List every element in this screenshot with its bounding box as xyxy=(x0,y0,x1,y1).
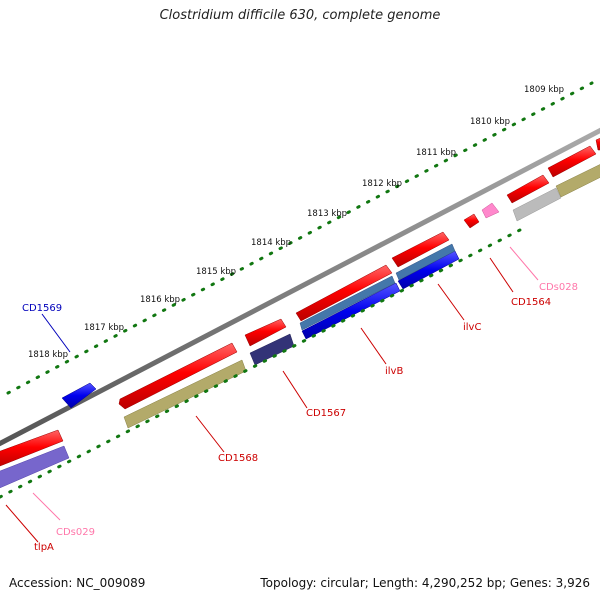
genome-summary-text: Topology: circular; Length: 4,290,252 bp… xyxy=(260,576,590,590)
track-cd1564-grey xyxy=(512,187,562,222)
tick-label-1811: 1811 kbp xyxy=(416,148,456,158)
feature-tlpa-arrow[interactable] xyxy=(0,429,64,468)
tick-label-1815: 1815 kbp xyxy=(196,267,236,277)
map-title: Clostridium difficile 630, complete geno… xyxy=(159,8,441,23)
label-ilvc[interactable]: ilvC xyxy=(463,322,481,333)
feature-cds028-arrow[interactable] xyxy=(481,202,500,219)
feature-cd1567-arrow[interactable] xyxy=(244,318,287,347)
label-cd1569[interactable]: CD1569 xyxy=(22,303,62,314)
feature-cd1568-arrow[interactable] xyxy=(118,342,238,410)
leader-ilvb xyxy=(360,327,387,365)
feature-cd1562-arrow[interactable] xyxy=(595,136,600,151)
label-cds029[interactable]: CDs029 xyxy=(56,527,95,538)
scale-dotted-line xyxy=(6,81,594,395)
label-cd1568[interactable]: CD1568 xyxy=(218,453,258,464)
track-ilvc-steelblue xyxy=(395,243,456,281)
leader-cd1568 xyxy=(195,415,225,453)
tick-label-1816: 1816 kbp xyxy=(140,295,180,305)
label-cd1564[interactable]: CD1564 xyxy=(511,297,551,308)
leader-ilvc xyxy=(437,283,465,321)
feature-cd1566-arrow[interactable] xyxy=(463,213,480,229)
track-ilvb-steelblue xyxy=(299,275,396,331)
label-cd1567[interactable]: CD1567 xyxy=(306,408,346,419)
tick-label-1814: 1814 kbp xyxy=(251,238,291,248)
leader-tlpa xyxy=(5,504,39,543)
scale-dotted-line-lower xyxy=(0,228,522,499)
label-tlpa[interactable]: tlpA xyxy=(34,542,54,553)
leader-cd1567 xyxy=(282,370,308,409)
leader-cds028 xyxy=(509,246,539,281)
tick-label-1809: 1809 kbp xyxy=(524,85,564,95)
tick-label-1813: 1813 kbp xyxy=(307,209,347,219)
label-cds028[interactable]: CDs028 xyxy=(539,282,578,293)
track-cd1563-olive xyxy=(555,164,600,198)
leader-cd1569 xyxy=(41,313,71,353)
tick-label-1818: 1818 kbp xyxy=(28,350,68,360)
label-ilvb[interactable]: ilvB xyxy=(385,366,403,377)
feature-ilvb-arrow[interactable] xyxy=(295,264,393,322)
accession-text: Accession: NC_009089 xyxy=(9,576,146,590)
feature-cd1563-arrow[interactable] xyxy=(547,145,597,178)
tick-label-1812: 1812 kbp xyxy=(362,179,402,189)
feature-cd1564-arrow[interactable] xyxy=(506,174,550,204)
track-tlpa-lavender xyxy=(0,445,70,489)
leader-cds029 xyxy=(32,492,61,521)
leader-cd1564 xyxy=(489,257,514,293)
tick-label-1810: 1810 kbp xyxy=(470,117,510,127)
tick-label-1817: 1817 kbp xyxy=(84,323,124,333)
feature-cd1569-arrow[interactable] xyxy=(61,382,97,409)
feature-ilvc-arrow[interactable] xyxy=(391,231,450,268)
genome-backbone xyxy=(0,127,600,447)
